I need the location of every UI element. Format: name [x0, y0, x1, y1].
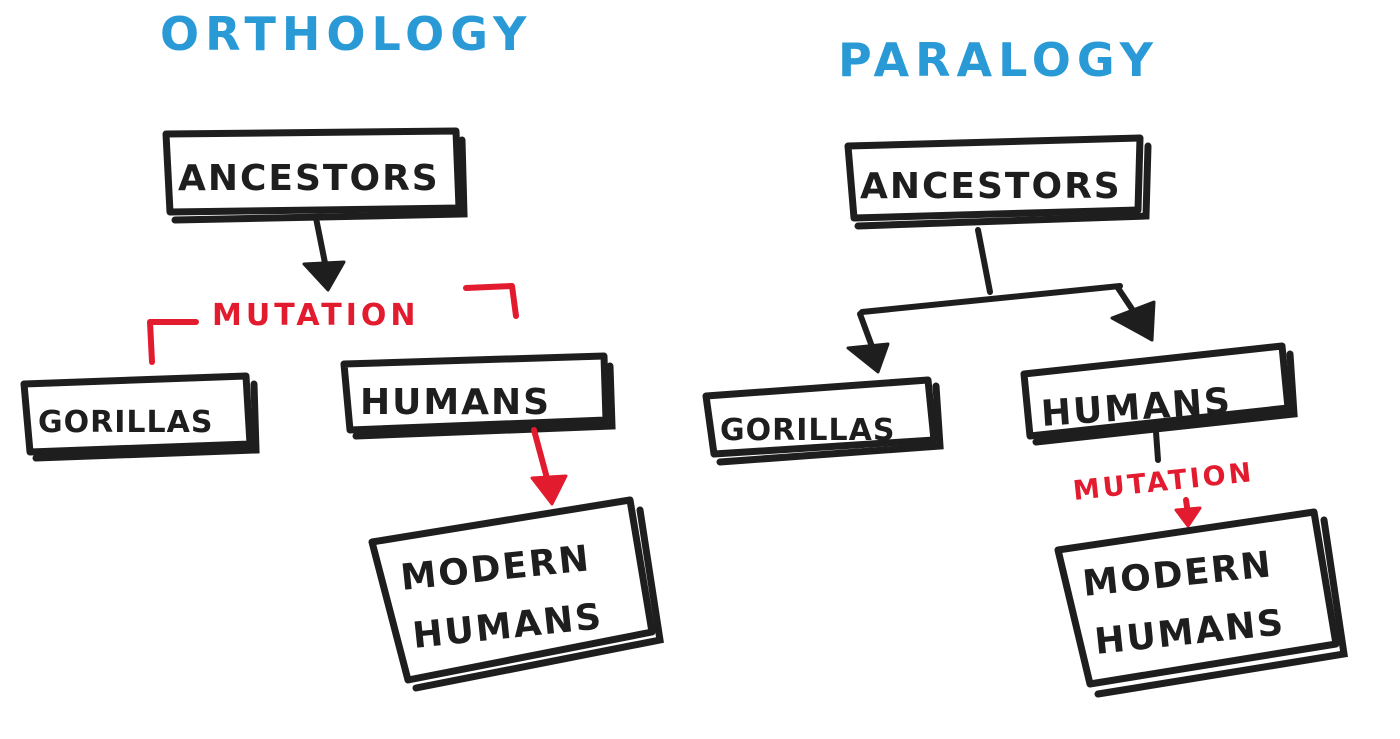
orthology-ancestors-node: ANCESTORS	[162, 127, 468, 224]
orthology-humans-node: HUMANS	[340, 352, 616, 440]
paralogy-mutation-label: MUTATION	[1071, 457, 1255, 507]
orthology-humans-label: HUMANS	[360, 382, 551, 423]
paralogy-ancestors-label: ANCESTORS	[860, 166, 1122, 207]
orthology-gorillas-node: GORILLAS	[20, 372, 260, 462]
orthology-ancestors-arrow	[302, 215, 346, 292]
orthology-mutation-arrow	[530, 427, 568, 506]
paralogy-gorillas-label: GORILLAS	[720, 413, 895, 448]
paralogy-gorillas-node: GORILLAS	[702, 376, 944, 466]
orthology-mutation-label: MUTATION	[212, 298, 419, 333]
orthology-title: ORTHOLOGY	[160, 7, 532, 61]
paralogy-title: PARALOGY	[838, 33, 1159, 87]
orthology-modern-humans-node: MODERN HUMANS	[368, 496, 664, 692]
paralogy-branch-lines	[846, 227, 1156, 374]
orthology-gorillas-label: GORILLAS	[38, 405, 213, 440]
paralogy-modern-humans-node: MODERN HUMANS	[1054, 508, 1348, 698]
paralogy-ancestors-node: ANCESTORS	[844, 134, 1152, 230]
paralogy-humans-node: HUMANS	[1020, 342, 1298, 446]
orthology-mutation-bracket: MUTATION	[147, 283, 519, 365]
paralogy-mutation-connector: MUTATION	[1071, 429, 1256, 528]
orthology-ancestors-label: ANCESTORS	[178, 158, 440, 199]
